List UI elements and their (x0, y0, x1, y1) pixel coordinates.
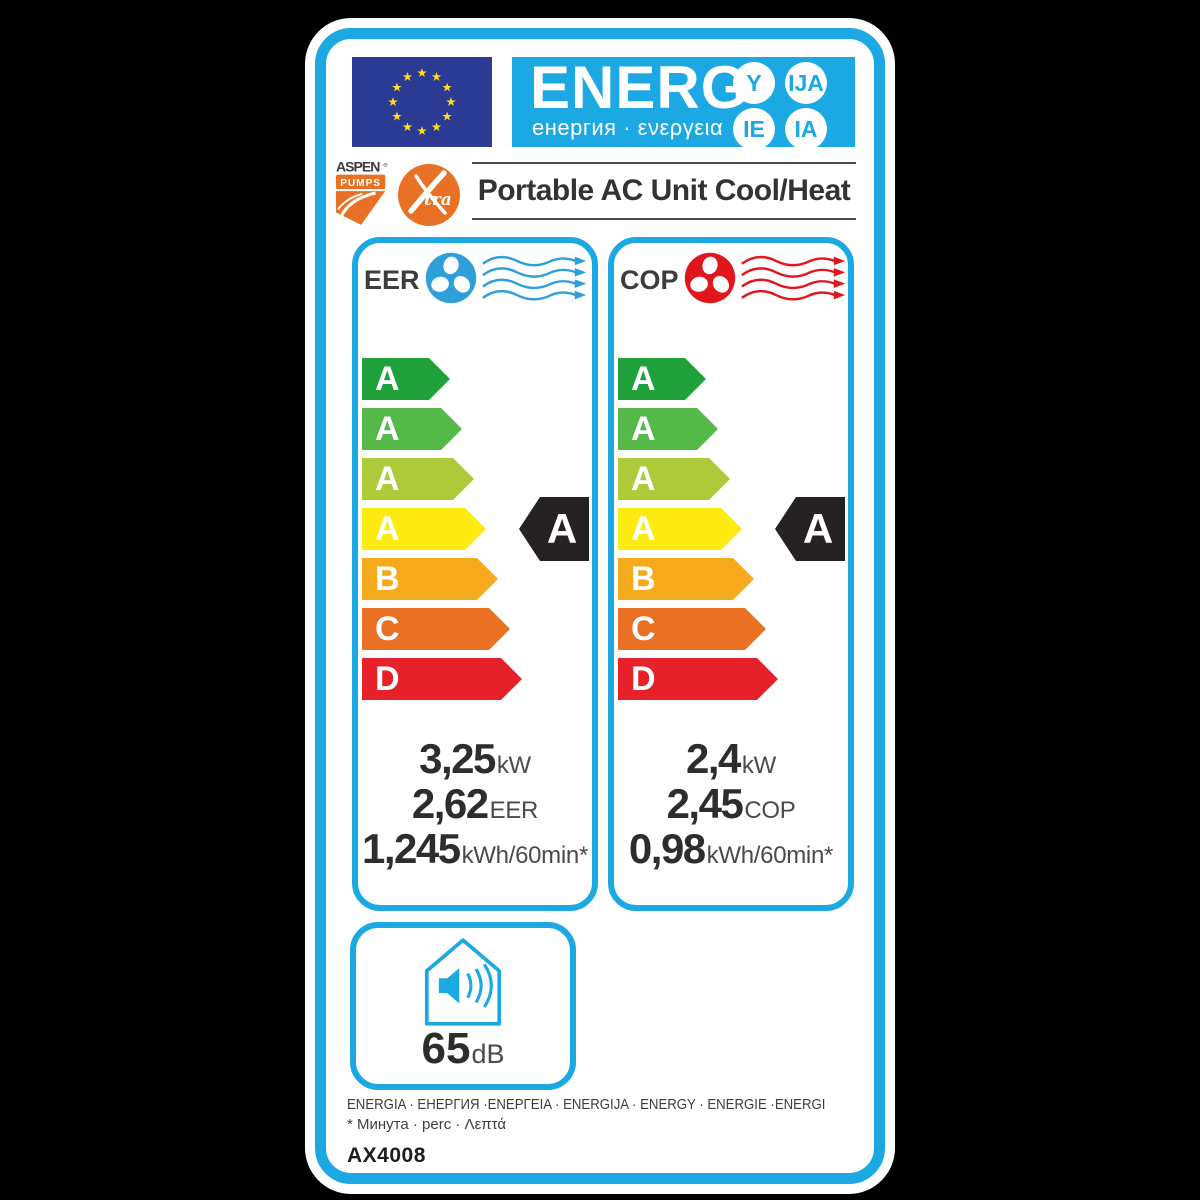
heat-airflow-icon (738, 252, 848, 309)
footer-minutes-line: * Минута · perc · Λεπτά (347, 1116, 506, 1133)
cop-consumption-unit: kWh/60min* (706, 842, 834, 869)
cop-panel-header: COP (620, 249, 848, 311)
model-code: AX4008 (347, 1144, 426, 1167)
scale-bar: D (618, 658, 778, 700)
energ-suffix-circle-ija: IJA (785, 62, 827, 104)
footer-languages-line: ENERGIA · ЕНЕРГИЯ ·ΕΝΕΡΓΕΙΑ · ENERGIJA ·… (347, 1096, 826, 1113)
eer-consumption-row: 1,245 kWh/60min* (358, 825, 592, 873)
energ-subtitle: енергия · ενεργεια (532, 115, 724, 140)
house-noise-icon (424, 937, 502, 1027)
scale-letter: A (375, 459, 400, 498)
eer-capacity-unit: kW (496, 752, 531, 779)
scale-letter: A (631, 359, 656, 398)
scale-letter: A (375, 359, 400, 398)
noise-value-row: 65 dB (356, 1024, 570, 1074)
eer-ratio-unit: EER (489, 797, 539, 824)
scale-bar: C (362, 608, 510, 650)
eu-flag-icon (352, 57, 492, 147)
scale-bar: A (618, 508, 742, 550)
cop-panel: COP A A A A B C D A 2,4 kW 2,45 COP 0,98 kW… (608, 237, 854, 911)
eer-capacity-value: 3,25 (419, 735, 496, 782)
cop-ratio-value: 2,45 (666, 780, 744, 827)
scale-letter: C (375, 609, 400, 648)
scale-letter: C (631, 609, 656, 648)
scale-bar: A (618, 358, 706, 400)
energ-suffix-circle-ia: IA (785, 108, 827, 150)
scale-bar: B (362, 558, 498, 600)
scale-bar: A (618, 458, 730, 500)
heat-fan-icon (679, 250, 738, 311)
aspen-pumps-logo: ASPEN ® PUMPS (335, 159, 388, 225)
eer-ratio-value: 2,62 (411, 780, 489, 827)
energ-suffix-circle-y: Y (733, 62, 775, 104)
cop-rating-letter: A (802, 505, 834, 552)
noise-unit: dB (471, 1039, 505, 1069)
svg-text:ASPEN: ASPEN (336, 159, 380, 175)
eer-consumption-value: 1,245 (362, 825, 461, 872)
product-title: Portable AC Unit Cool/Heat (477, 174, 851, 207)
eer-capacity-row: 3,25 kW (358, 735, 592, 783)
scale-letter: A (375, 409, 400, 448)
svg-text:®: ® (383, 162, 388, 169)
eer-consumption-unit: kWh/60min* (461, 842, 589, 869)
product-title-block: Portable AC Unit Cool/Heat (472, 162, 856, 220)
cop-consumption-row: 0,98 kWh/60min* (614, 825, 848, 873)
eer-panel: EER A A A A B C D A 3,25 kW 2,62 EER 1,245… (352, 237, 598, 911)
svg-text:tra: tra (424, 190, 452, 210)
cop-capacity-unit: kW (741, 752, 776, 779)
scale-bar: D (362, 658, 522, 700)
cop-ratio-unit: COP (744, 797, 796, 824)
svg-text:PUMPS: PUMPS (340, 178, 381, 189)
energ-banner: ENERG енергия · ενεργεια Y IJA IE IA (512, 54, 855, 150)
noise-panel: 65 dB (350, 922, 576, 1090)
cop-label: COP (620, 264, 679, 295)
cop-rating-indicator: A (775, 497, 845, 561)
scale-letter: B (631, 559, 656, 598)
cool-fan-icon (420, 250, 479, 311)
scale-bar: A (362, 408, 462, 450)
energ-suffix-circle-ie: IE (733, 108, 775, 150)
scale-bar: A (362, 358, 450, 400)
scale-letter: D (375, 659, 400, 698)
scale-bar: B (618, 558, 754, 600)
scale-bar: A (362, 458, 474, 500)
energy-label: ENERG енергия · ενεργεια Y IJA IE IA ASP… (305, 18, 895, 1194)
scale-bar: C (618, 608, 766, 650)
scale-letter: A (631, 459, 656, 498)
cool-airflow-icon (479, 252, 589, 309)
scale-bar: A (362, 508, 486, 550)
energ-wordmark: ENERG (530, 54, 749, 121)
scale-letter: B (375, 559, 400, 598)
scale-letter: A (631, 509, 656, 548)
xtra-logo: tra (398, 164, 460, 226)
eer-rating-indicator: A (519, 497, 589, 561)
noise-value: 65 (421, 1024, 471, 1073)
eer-rating-letter: A (546, 505, 578, 552)
cop-capacity-value: 2,4 (686, 735, 741, 782)
scale-letter: D (631, 659, 656, 698)
eer-ratio-row: 2,62 EER (358, 780, 592, 828)
cop-ratio-row: 2,45 COP (614, 780, 848, 828)
scale-letter: A (375, 509, 400, 548)
eer-panel-header: EER (364, 249, 589, 311)
scale-letter: A (631, 409, 656, 448)
cop-consumption-value: 0,98 (628, 825, 706, 872)
scale-bar: A (618, 408, 718, 450)
cop-capacity-row: 2,4 kW (614, 735, 848, 783)
eer-label: EER (364, 264, 420, 295)
